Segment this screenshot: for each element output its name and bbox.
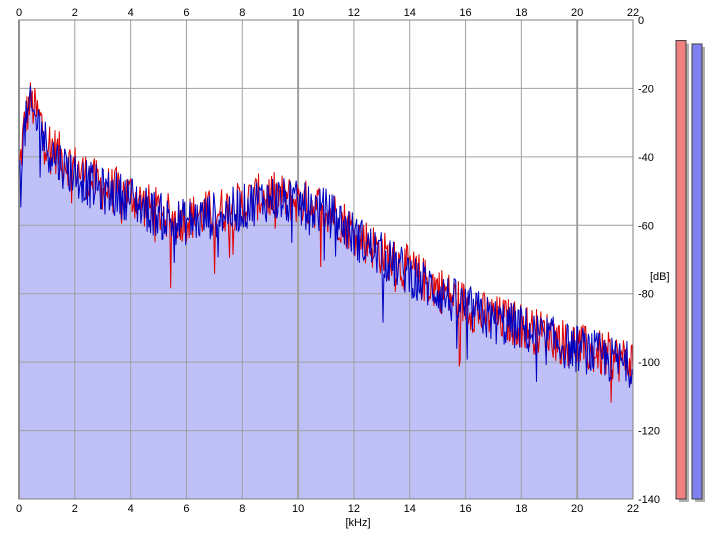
x-tick-label-top: 18: [515, 7, 527, 19]
plot-border: [18, 19, 634, 500]
x-tick-label-bottom: 4: [128, 503, 134, 515]
x-tick-label-bottom: 14: [404, 503, 416, 515]
x-tick-label-top: 12: [348, 7, 360, 19]
x-axis-top: 0 2 4 6 8 10 12 14 16 18 20 22: [16, 7, 639, 19]
y-axis-label: [dB]: [650, 271, 670, 283]
spectrum-fill: [19, 82, 633, 499]
x-axis-bottom: 0 2 4 6 8 10 12 14 16 18 20 22: [16, 503, 639, 515]
y-tick-label: -20: [638, 83, 654, 95]
x-tick-label-top: 2: [72, 7, 78, 19]
x-axis-label: [kHz]: [345, 517, 370, 529]
x-tick-label-bottom: 10: [292, 503, 304, 515]
x-tick-label-bottom: 22: [627, 503, 639, 515]
y-tick-label: -120: [638, 426, 660, 438]
x-tick-label-top: 0: [16, 7, 22, 19]
x-tick-label-top: 16: [459, 7, 471, 19]
y-axis: 0 -20 -40 -60 -80 -100 -120 -140: [638, 15, 660, 506]
y-tick-label: -140: [638, 494, 660, 506]
x-tick-label-bottom: 12: [348, 503, 360, 515]
x-tick-label-bottom: 16: [459, 503, 471, 515]
level-meter-1: [675, 40, 687, 500]
y-tick-label: -40: [638, 152, 654, 164]
series-line-2: [18, 85, 634, 388]
x-tick-label-bottom: 8: [239, 503, 245, 515]
x-tick-label-top: 22: [627, 7, 639, 19]
x-tick-label-top: 8: [239, 7, 245, 19]
level-meters: [675, 40, 705, 503]
x-tick-label-top: 6: [183, 7, 189, 19]
x-tick-label-top: 10: [292, 7, 304, 19]
x-tick-label-bottom: 18: [515, 503, 527, 515]
x-tick-label-top: 4: [128, 7, 134, 19]
x-tick-label-bottom: 6: [183, 503, 189, 515]
level-meter-2: [691, 43, 703, 500]
x-tick-label-top: 20: [571, 7, 583, 19]
y-tick-label: -80: [638, 289, 654, 301]
x-tick-label-bottom: 2: [72, 503, 78, 515]
y-tick-label: 0: [638, 15, 644, 27]
plot-area: [18, 19, 634, 500]
y-tick-label: -60: [638, 220, 654, 232]
y-tick-label: -100: [638, 357, 660, 369]
series-line-1: [18, 82, 634, 403]
x-tick-label-bottom: 20: [571, 503, 583, 515]
x-tick-label-top: 14: [404, 7, 416, 19]
x-tick-label-bottom: 0: [16, 503, 22, 515]
